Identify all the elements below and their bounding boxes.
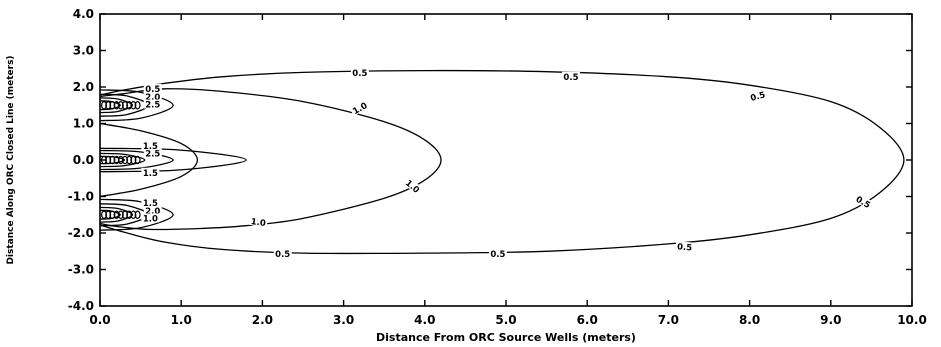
x-tick-label: 10.0 (897, 313, 927, 327)
x-axis-title: Distance From ORC Source Wells (meters) (376, 331, 636, 344)
contour-label-bg (143, 92, 162, 102)
plot-frame (99, 13, 913, 307)
contour-label: 0.5 (145, 85, 160, 95)
y-tick-label: 1.0 (73, 117, 94, 131)
contour-label-bg (143, 148, 162, 158)
axis-ticks (99, 13, 913, 307)
contour-label-bg (488, 249, 507, 259)
well-lobe-contour (99, 97, 134, 114)
x-tick-label: 8.0 (739, 313, 760, 327)
x-tick-label: 0.0 (89, 313, 110, 327)
contour-label-bg (141, 213, 160, 223)
y-tick-label: -3.0 (68, 263, 94, 277)
y-tick-label: 2.0 (73, 80, 94, 94)
contour-label-bg (675, 241, 695, 252)
contour-label-bg (273, 249, 292, 259)
contour-label-bg (403, 176, 423, 196)
contour-label: 1.0 (143, 214, 158, 224)
contour-label-bg (141, 141, 160, 151)
contour-line-1-0 (99, 88, 442, 231)
contour-label: 2.5 (145, 149, 160, 159)
y-tick-label: 4.0 (73, 7, 94, 21)
contour-label: 2.0 (145, 207, 160, 217)
contour-label-bg (349, 99, 370, 117)
contour-label: 1.0 (250, 217, 266, 229)
contour-line-1-5 (99, 122, 199, 198)
well-lobe-contour (99, 89, 174, 122)
contour-label-bg (248, 215, 268, 228)
contour-label: 2.0 (145, 93, 160, 103)
source-well-markers (100, 101, 141, 219)
contour-lines (99, 69, 905, 255)
well-lobe-contour (99, 206, 134, 223)
contour-label-bg (143, 83, 162, 93)
contour-label: 0.5 (563, 73, 578, 83)
contour-labels: 0.50.5 0.50.50.50.50.50.51.01.01.02.02.52… (141, 68, 874, 260)
x-tick-label: 6.0 (577, 313, 598, 327)
x-tick-label: 9.0 (820, 313, 841, 327)
contour-label: 0.5 (490, 250, 505, 260)
contour-label: 2.5 (145, 101, 160, 111)
y-tick-label: -4.0 (68, 299, 94, 313)
well-lobe-contour (99, 198, 174, 231)
contour-label-bg (143, 206, 162, 216)
contour-label: 0.5 (749, 90, 766, 104)
x-tick-label: 7.0 (658, 313, 679, 327)
contour-label: 1.5 (143, 142, 158, 152)
contour-label-bg (350, 68, 369, 78)
y-tick-label: -1.0 (68, 190, 94, 204)
y-tick-label: -2.0 (68, 226, 94, 240)
well-marker (134, 101, 141, 110)
contour-label-bg (141, 167, 160, 177)
x-tick-label: 3.0 (333, 313, 354, 327)
well-lobes (99, 89, 247, 231)
well-marker (134, 210, 141, 219)
x-tick-label: 2.0 (252, 313, 273, 327)
contour-label-bg (853, 193, 874, 210)
contour-label: 0.5 (352, 69, 367, 79)
contour-line-0-5 (99, 69, 905, 255)
y-tick-label: 3.0 (73, 44, 94, 58)
y-tick-label: 0.0 (73, 153, 94, 167)
contour-label-bg (141, 198, 160, 208)
contour-label-bg (143, 99, 162, 109)
y-axis-title: Distance Along ORC Closed Line (meters) (6, 55, 16, 264)
x-tick-label: 4.0 (414, 313, 435, 327)
well-marker (134, 155, 141, 165)
well-lobe-contour (99, 152, 146, 168)
x-tick-labels: 0.0 1.0 2.0 3.0 4.0 5.0 6.0 7.0 8.0 9.0 10.0 (89, 313, 926, 327)
contour-label: 0.5 (677, 242, 693, 253)
contour-label-bg (561, 71, 580, 81)
contour-label: 0.5 (275, 250, 290, 260)
contour-label: 1.5 (143, 199, 158, 209)
y-tick-labels: 4.0 3.0 2.0 1.0 0.0 -1.0 -2.0 -3.0 -4.0 (68, 7, 94, 313)
well-lobe-contour (99, 149, 174, 171)
contour-label: 1.5 (143, 169, 158, 179)
x-tick-label: 5.0 (495, 313, 516, 327)
x-tick-label: 1.0 (171, 313, 192, 327)
